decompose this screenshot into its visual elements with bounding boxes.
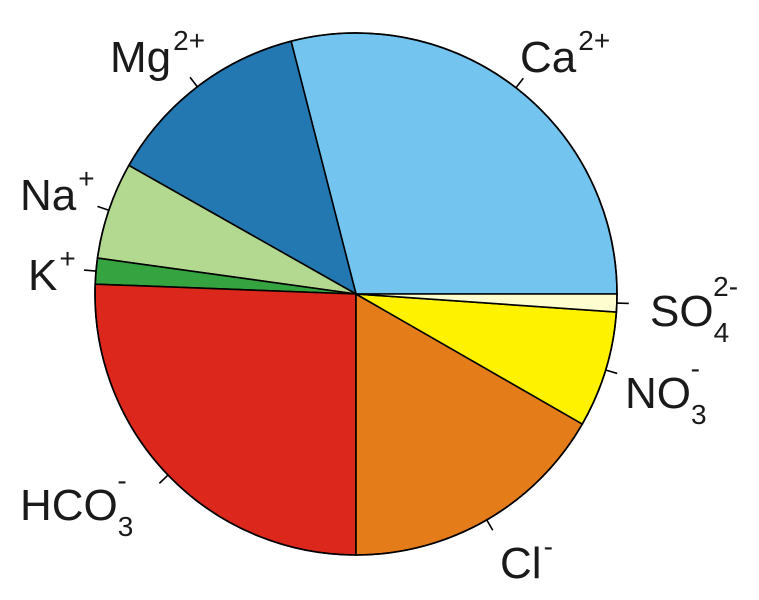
tick-cl (486, 519, 494, 531)
tick-no3 (605, 369, 618, 375)
label-k: K+ (28, 243, 76, 300)
slices (94, 32, 618, 556)
tick-na (97, 205, 110, 211)
slice-labels: Ca2+ Mg2+ Na+ K+ HCO3- Cl- NO3-SO42- (20, 25, 738, 588)
label-so4: SO42- (650, 271, 738, 348)
tick-k (83, 269, 97, 272)
label-ticks (83, 76, 629, 531)
label-cl: Cl- (500, 531, 553, 588)
label-na: Na+ (20, 163, 95, 220)
tick-hco3 (158, 474, 169, 484)
tick-mg (189, 76, 198, 88)
pie-outline (94, 32, 618, 556)
tick-ca (515, 77, 524, 89)
label-hco3: HCO3- (20, 465, 133, 542)
label-mg: Mg2+ (110, 25, 205, 82)
label-no3: NO3- (625, 353, 707, 430)
label-ca: Ca2+ (520, 25, 610, 82)
slice-hco3 (94, 283, 357, 556)
